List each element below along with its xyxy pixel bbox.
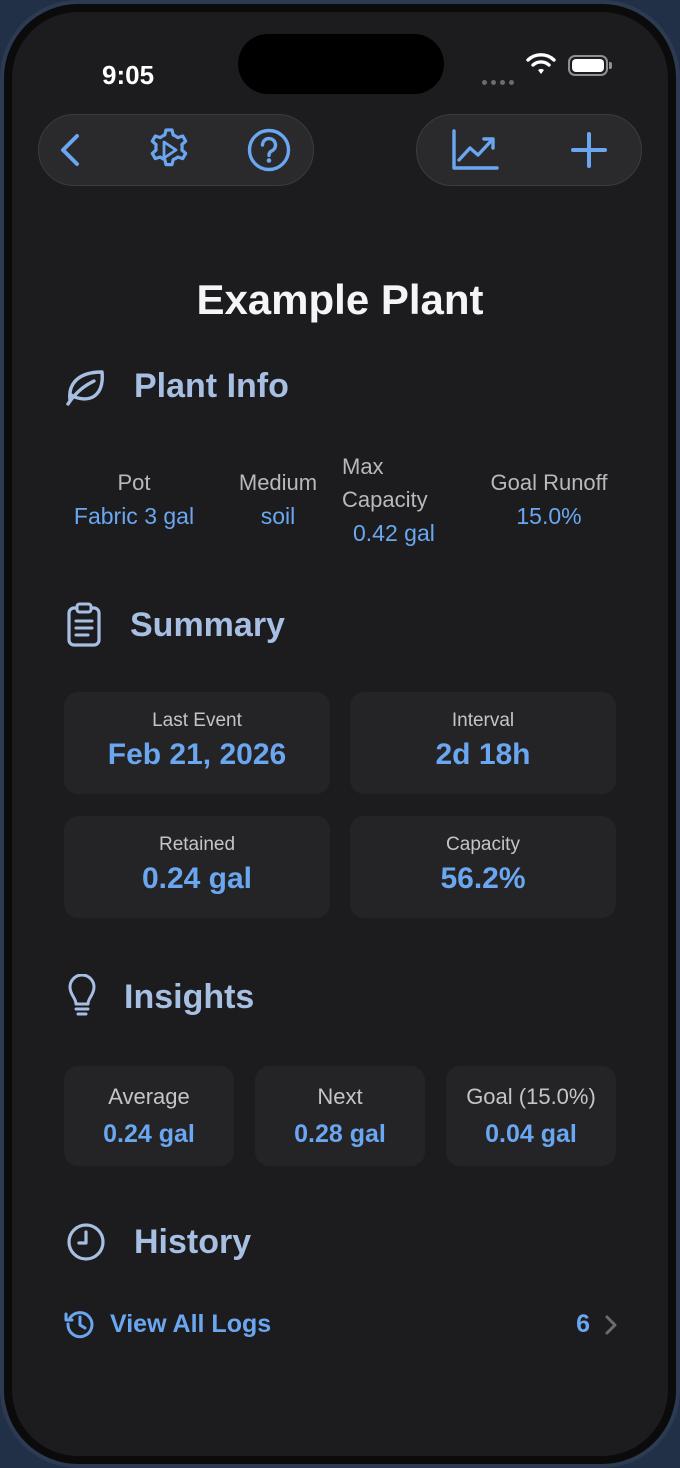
info-max-capacity-value: 0.42 gal [353, 520, 435, 546]
info-pot: Pot Fabric 3 gal [54, 466, 214, 533]
info-goal-runoff-label: Goal Runoff [490, 470, 608, 495]
logs-count-badge: 6 [576, 1309, 590, 1338]
toolbar-left-group [38, 114, 314, 186]
info-medium-label: Medium [238, 470, 318, 495]
add-button[interactable] [561, 122, 617, 178]
summary-card-capacity: Capacity 56.2% [350, 816, 616, 918]
summary-card-interval: Interval 2d 18h [350, 692, 616, 794]
summary-card-label: Last Event [152, 710, 242, 731]
question-mark-circle-icon [247, 128, 291, 172]
insight-card-value: 0.24 gal [103, 1120, 195, 1148]
summary-card-value: Feb 21, 2026 [107, 738, 287, 771]
insight-card-label: Average [108, 1084, 190, 1109]
chevron-right-icon [605, 1315, 617, 1335]
insight-card-goal: Goal (15.0%) 0.04 gal [446, 1066, 616, 1166]
plant-info-header: Plant Info [64, 366, 289, 406]
lightbulb-icon [68, 974, 96, 1016]
info-medium-value: soil [260, 503, 296, 529]
info-pot-value: Fabric 3 gal [73, 503, 195, 529]
help-button[interactable] [241, 122, 297, 178]
history-header: History [66, 1222, 251, 1262]
insight-card-next: Next 0.28 gal [255, 1066, 425, 1166]
back-button[interactable] [43, 122, 99, 178]
insight-card-average: Average 0.24 gal [64, 1066, 234, 1166]
insight-card-value: 0.04 gal [485, 1120, 577, 1148]
settings-button[interactable] [141, 122, 197, 178]
view-all-logs-button[interactable]: View All Logs 6 [64, 1304, 620, 1344]
summary-card-retained: Retained 0.24 gal [64, 816, 330, 918]
gear-icon [150, 128, 188, 167]
dynamic-island [238, 34, 444, 94]
insight-card-value: 0.28 gal [294, 1120, 386, 1148]
wifi-icon [526, 53, 556, 74]
page-title: Example Plant [196, 276, 484, 323]
summary-card-last-event: Last Event Feb 21, 2026 [64, 692, 330, 794]
battery-icon [568, 55, 612, 76]
insights-heading: Insights [124, 977, 255, 1016]
leaf-icon [66, 370, 104, 406]
summary-header: Summary [66, 602, 285, 648]
line-chart-icon [452, 129, 499, 170]
plus-icon [571, 132, 607, 168]
summary-card-value: 0.24 gal [141, 862, 253, 895]
app-screen: 9:05 [12, 12, 668, 1456]
insight-card-label: Goal (15.0%) [466, 1084, 596, 1109]
history-icon [64, 1311, 94, 1339]
insights-header: Insights [68, 974, 254, 1020]
view-all-logs-label: View All Logs [110, 1309, 272, 1338]
info-max-capacity-label-1: Max [342, 454, 384, 479]
toolbar-right-group [416, 114, 642, 186]
clipboard-icon [67, 602, 101, 647]
summary-card-value: 2d 18h [435, 738, 531, 771]
plant-info-heading: Plant Info [134, 366, 289, 405]
cellular-signal-icon [482, 80, 514, 85]
history-heading: History [134, 1222, 252, 1261]
clock-icon [67, 1223, 105, 1261]
status-time: 9:05 [102, 60, 155, 90]
info-goal-runoff-value: 15.0% [516, 503, 582, 529]
summary-card-label: Retained [158, 834, 236, 855]
summary-card-label: Capacity [446, 834, 520, 855]
chart-button[interactable] [447, 122, 503, 178]
summary-card-label: Interval [451, 710, 515, 731]
info-max-capacity: Max Capacity 0.42 gal [342, 450, 462, 550]
info-pot-label: Pot [117, 470, 151, 495]
info-medium: Medium soil [222, 466, 334, 533]
insight-card-label: Next [317, 1084, 363, 1109]
summary-heading: Summary [130, 605, 285, 644]
info-max-capacity-label-2: Capacity [342, 487, 428, 512]
chevron-left-icon [61, 134, 79, 166]
summary-card-value: 56.2% [440, 862, 526, 895]
info-goal-runoff: Goal Runoff 15.0% [470, 466, 628, 533]
